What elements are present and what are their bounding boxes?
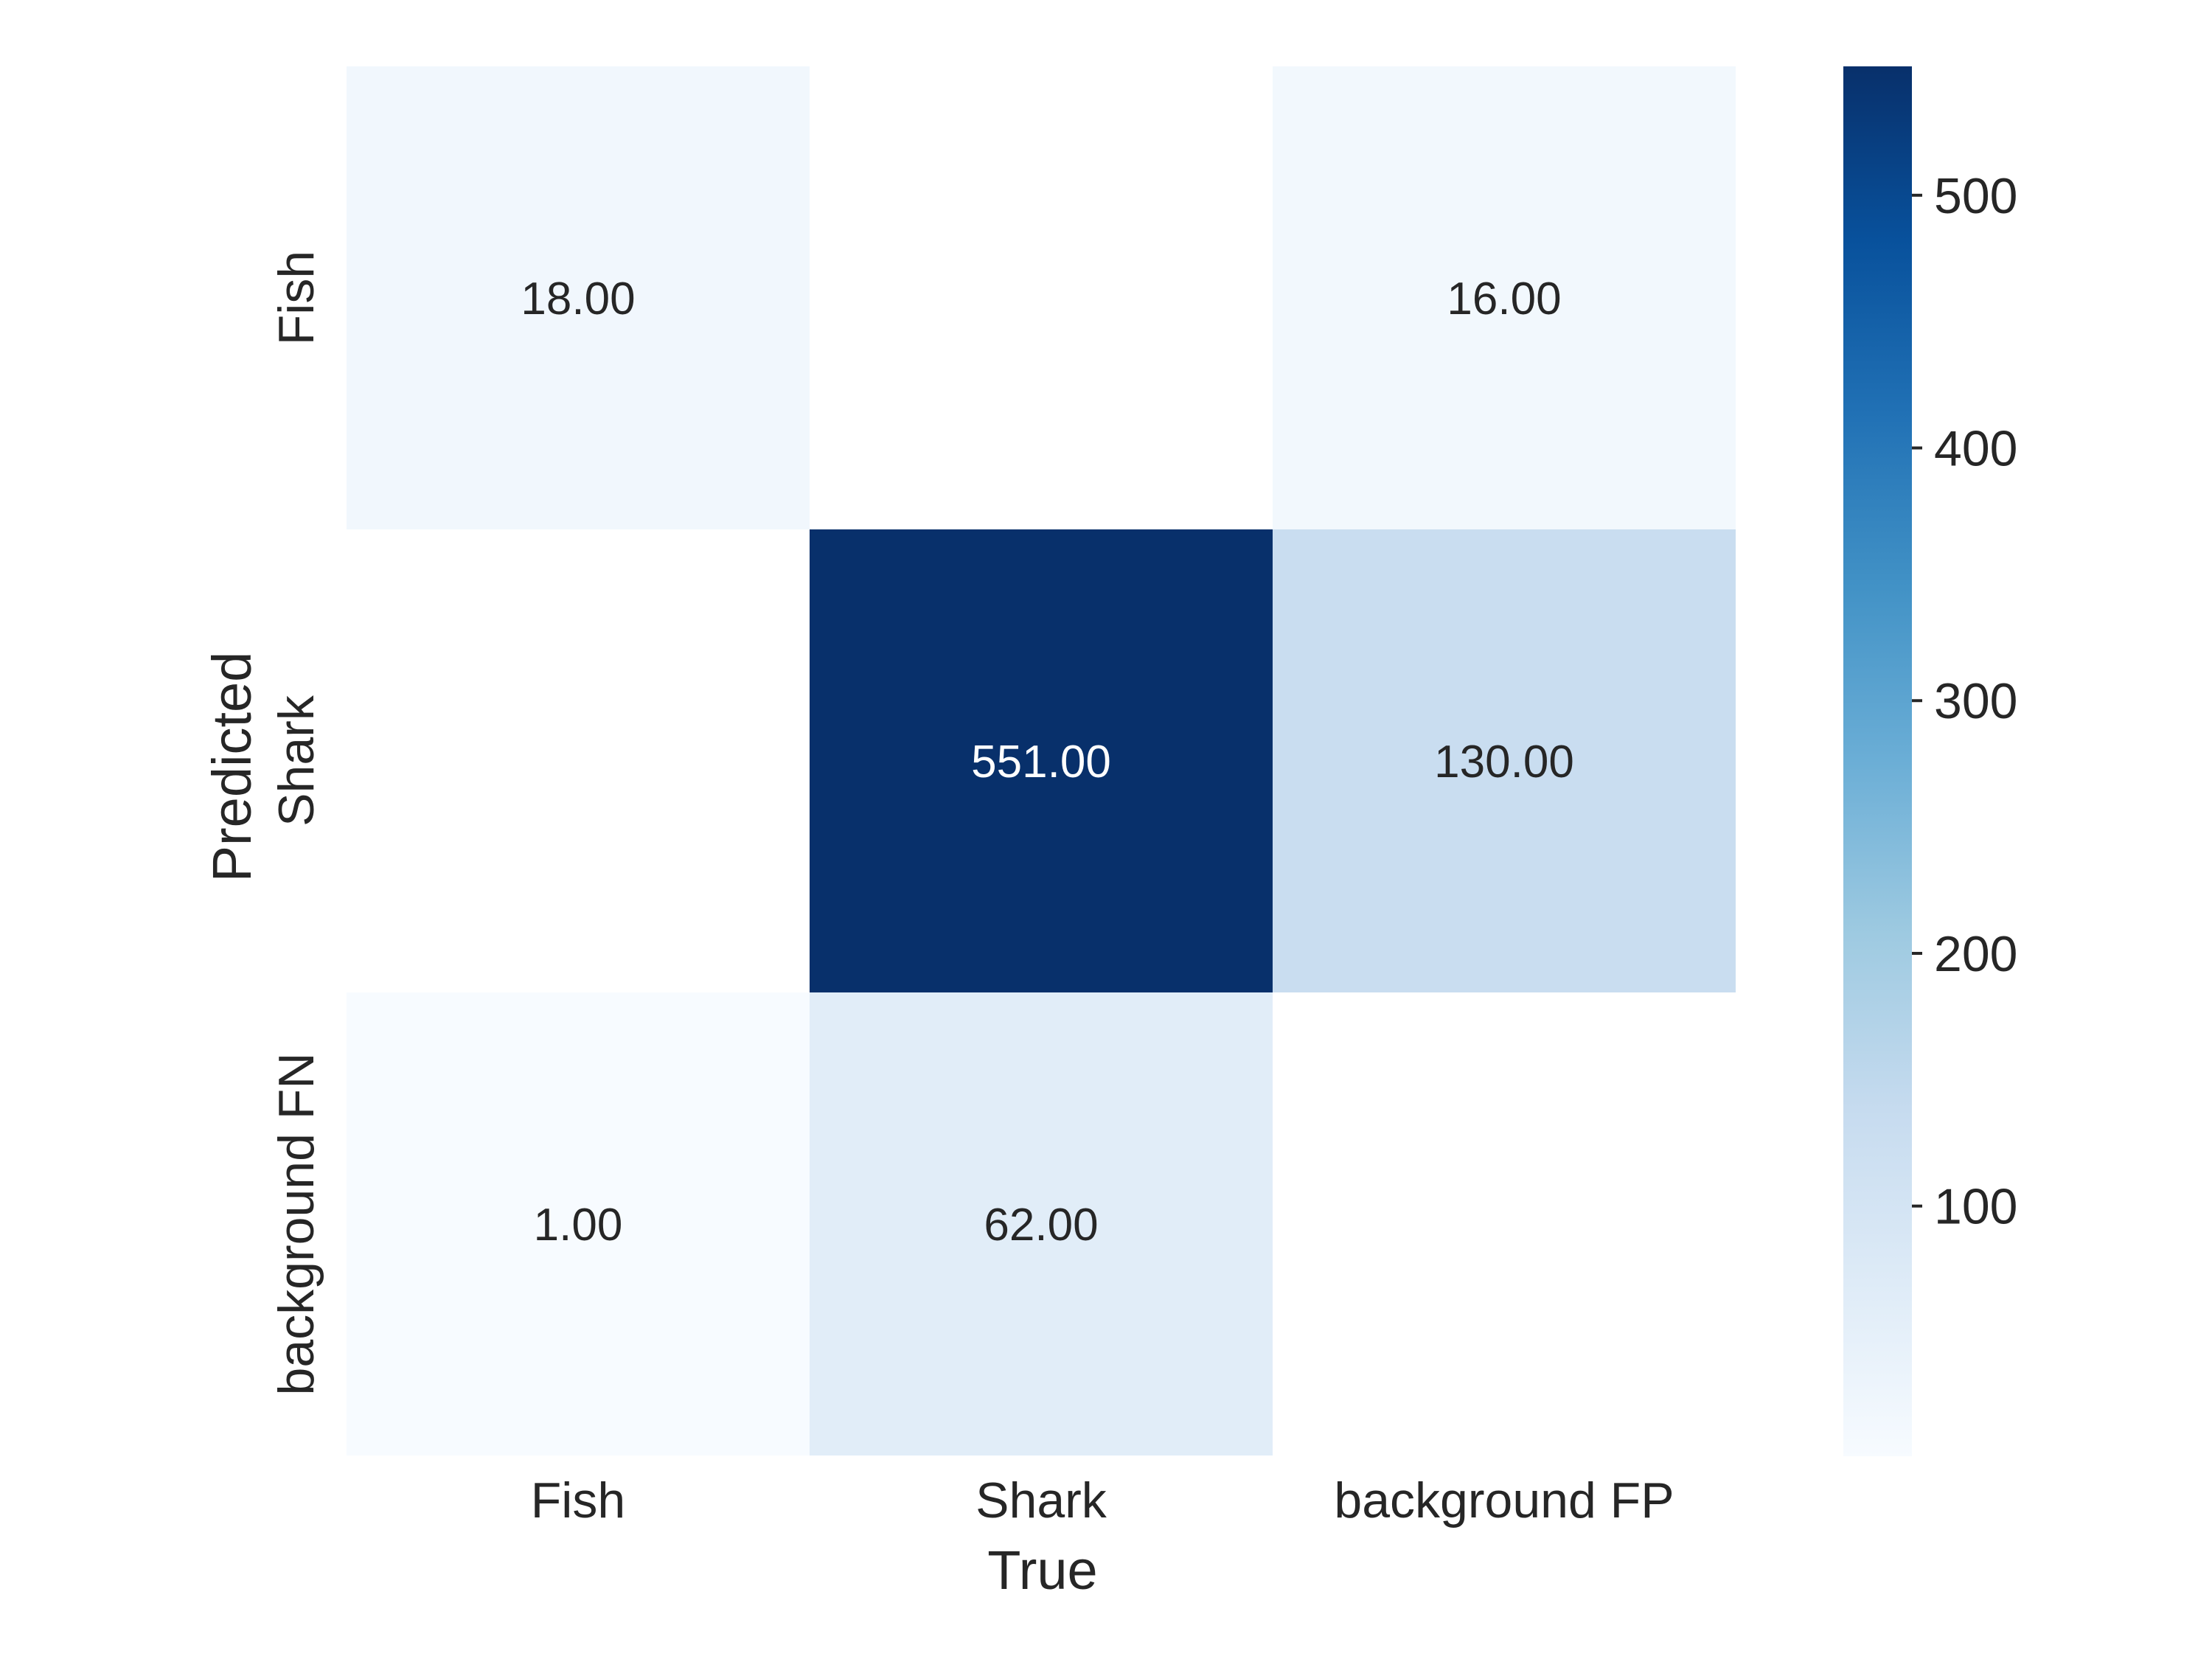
x-tick-label: Shark [975,1472,1107,1528]
cell-value-label: 551.00 [971,737,1111,787]
y-axis-label: Predicted [201,652,262,883]
heatmap-cell [347,66,810,529]
colorbar-tick-label: 500 [1934,168,2017,224]
cell-value-label: 62.00 [984,1200,1098,1251]
x-tick-labels: Fish Shark background FP [531,1472,1674,1528]
heatmap-cell [1273,529,1736,992]
colorbar-tick-label: 300 [1934,673,2017,729]
colorbar-tick-label: 400 [1934,421,2017,477]
colorbar [1843,66,1912,1456]
x-tick-label: Fish [531,1472,625,1528]
cell-value-label: 18.00 [521,274,635,324]
heatmap-cells [347,66,1736,1455]
heatmap-cell [347,992,810,1455]
heatmap-cell [1273,66,1736,529]
heatmap-cell [810,992,1273,1455]
cell-value-label: 1.00 [534,1200,623,1251]
colorbar-ticks: 100 200 300 400 500 [1912,168,2017,1235]
cell-value-label: 130.00 [1434,737,1574,787]
y-tick-label: Shark [268,695,324,827]
y-tick-labels: Fish Shark background FN [268,251,324,1396]
colorbar-tick-label: 200 [1934,926,2017,982]
heatmap-cell [810,529,1273,992]
y-tick-label: background FN [268,1053,324,1396]
x-axis-label: True [987,1540,1097,1601]
cell-value-label: 16.00 [1447,274,1561,324]
y-tick-label: Fish [268,251,324,345]
heatmap-cell-labels: 18.00 16.00 551.00 130.00 1.00 62.00 [521,274,1573,1251]
x-tick-label: background FP [1334,1472,1674,1528]
colorbar-tick-label: 100 [1934,1179,2017,1235]
